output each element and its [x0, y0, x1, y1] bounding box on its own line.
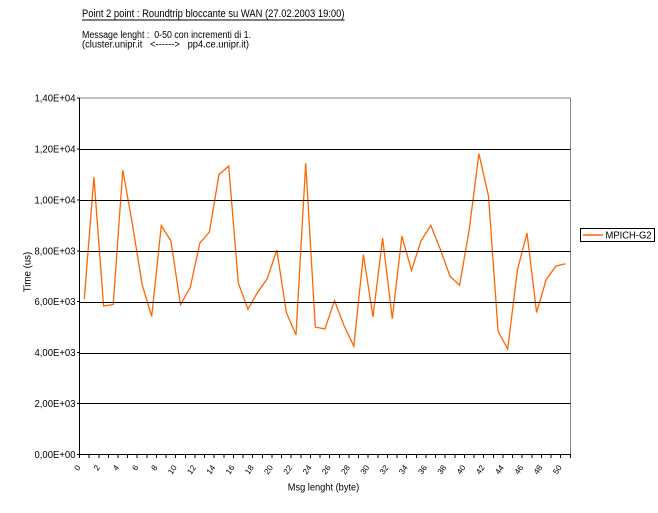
- svg-text:4,00E+03: 4,00E+03: [35, 348, 76, 359]
- svg-text:1,20E+04: 1,20E+04: [35, 145, 76, 156]
- svg-text:8,00E+03: 8,00E+03: [35, 246, 76, 257]
- svg-text:8: 8: [150, 463, 160, 472]
- svg-text:Msg lenght (byte): Msg lenght (byte): [288, 483, 360, 494]
- svg-text:1,40E+04: 1,40E+04: [35, 94, 76, 105]
- svg-text:Time (us): Time (us): [23, 252, 34, 293]
- svg-text:6,00E+03: 6,00E+03: [35, 297, 76, 308]
- svg-text:0: 0: [73, 463, 83, 472]
- svg-text:MPICH-G2: MPICH-G2: [606, 231, 652, 242]
- svg-text:4: 4: [111, 463, 121, 472]
- svg-text:(cluster.unipr.it <------>: (cluster.unipr.it <------> pp4.ce.unipr.…: [82, 39, 249, 50]
- svg-text:Message lenght : 0-50 con inc: Message lenght : 0-50 con incrementi di …: [82, 30, 251, 41]
- svg-text:2,00E+03: 2,00E+03: [35, 399, 76, 410]
- svg-text:1,00E+04: 1,00E+04: [35, 195, 76, 206]
- svg-text:2: 2: [92, 463, 102, 472]
- svg-text:6: 6: [130, 463, 140, 472]
- svg-text:Point 2 point : Roundtrip bloc: Point 2 point : Roundtrip bloccante su W…: [82, 8, 345, 20]
- svg-text:0,00E+00: 0,00E+00: [35, 450, 76, 461]
